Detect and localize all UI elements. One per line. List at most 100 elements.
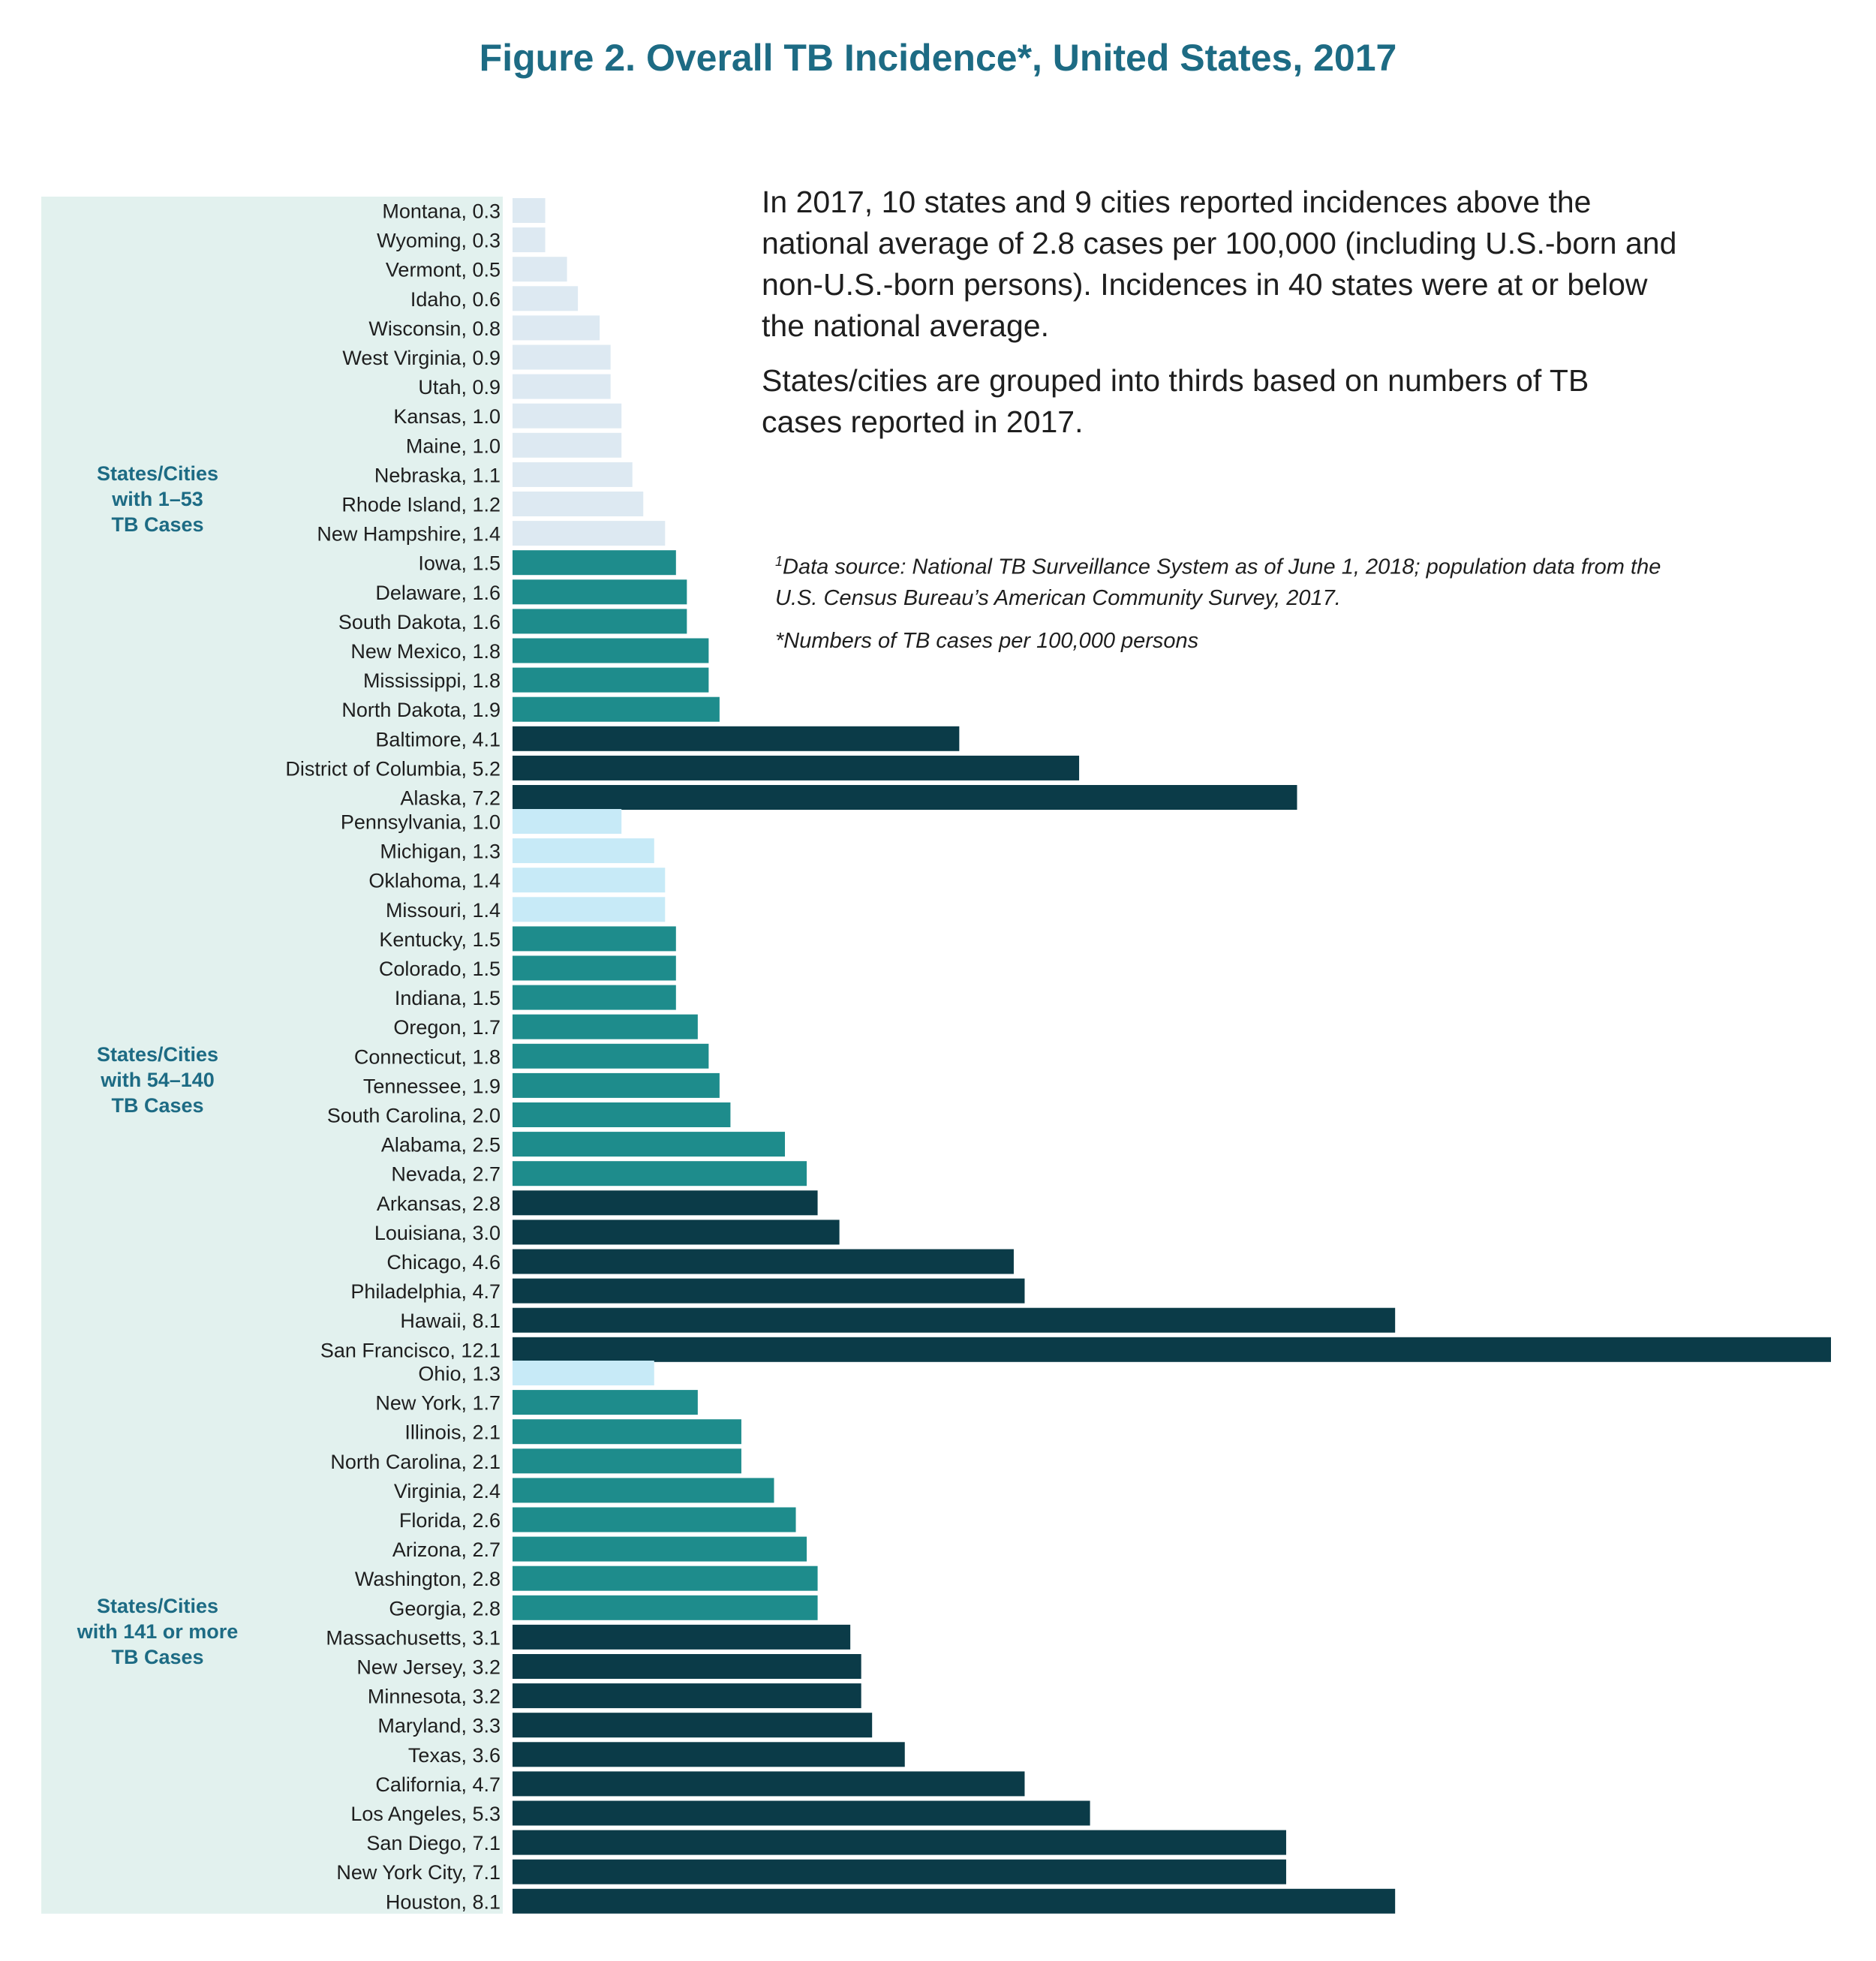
bar-label: Wyoming, 0.3 xyxy=(377,230,501,252)
bar-label: Vermont, 0.5 xyxy=(386,259,501,281)
bar-label: Mississippi, 1.8 xyxy=(363,669,501,692)
group-panel-3 xyxy=(41,1359,503,1914)
bar-label: District of Columbia, 5.2 xyxy=(285,757,501,780)
bar-label: Montana, 0.3 xyxy=(382,200,501,223)
bar-label: Kansas, 1.0 xyxy=(393,405,501,428)
bar-label: Louisiana, 3.0 xyxy=(374,1222,501,1244)
bar-label: New Jersey, 3.2 xyxy=(356,1656,501,1679)
bar xyxy=(513,579,687,605)
group-panel-1 xyxy=(41,197,503,811)
group-label-line: States/Cities xyxy=(96,1043,219,1066)
bar-label: Alaska, 7.2 xyxy=(400,787,501,810)
bar-label: Texas, 3.6 xyxy=(408,1744,501,1767)
bar-label: Washington, 2.8 xyxy=(355,1568,501,1590)
bar-label: Rhode Island, 1.2 xyxy=(341,494,501,516)
bar xyxy=(513,1536,807,1562)
bar xyxy=(513,1014,698,1039)
bar-label: Nebraska, 1.1 xyxy=(374,464,501,486)
bar-label: Iowa, 1.5 xyxy=(418,552,501,575)
group-label-line: with 54–140 xyxy=(101,1069,215,1091)
bar-label: Oregon, 1.7 xyxy=(393,1016,501,1039)
chart-notes: 1Data source: National TB Surveillance S… xyxy=(775,546,1706,669)
bar-label: South Dakota, 1.6 xyxy=(338,611,501,633)
bar-label: West Virginia, 0.9 xyxy=(342,347,501,369)
bar xyxy=(513,1507,796,1532)
bar xyxy=(513,403,622,429)
bar xyxy=(513,1337,1831,1362)
bar xyxy=(513,985,676,1010)
bar xyxy=(513,785,1297,810)
bar-label: San Diego, 7.1 xyxy=(366,1832,501,1854)
bar-label: Indiana, 1.5 xyxy=(395,987,501,1009)
bar-label: Colorado, 1.5 xyxy=(379,958,501,980)
bar-label: Utah, 0.9 xyxy=(418,376,501,399)
bar xyxy=(513,1072,720,1098)
bar-label: Hawaii, 8.1 xyxy=(400,1310,501,1332)
group-label-line: with 1–53 xyxy=(112,488,203,510)
bar xyxy=(513,1771,1025,1797)
bar-label: Alabama, 2.5 xyxy=(381,1134,501,1156)
bar-label: Houston, 8.1 xyxy=(386,1890,501,1913)
bar-label: New Mexico, 1.8 xyxy=(350,640,501,663)
bar xyxy=(513,1624,851,1650)
group-label-2: States/Cities with 54–140 TB Cases xyxy=(41,1042,274,1118)
bar xyxy=(513,868,666,893)
bar-label: New York City, 7.1 xyxy=(336,1861,501,1884)
bar xyxy=(513,609,687,634)
group-label-3: States/Cities with 141 or more TB Cases xyxy=(41,1593,274,1670)
bar-label: North Dakota, 1.9 xyxy=(341,699,501,721)
bar xyxy=(513,1102,731,1127)
bar xyxy=(513,227,546,253)
bar-label: Arkansas, 2.8 xyxy=(377,1193,501,1215)
group-label-line: TB Cases xyxy=(111,1094,204,1117)
bar xyxy=(513,286,579,311)
bar xyxy=(513,432,622,458)
bar-label: Philadelphia, 4.7 xyxy=(350,1280,501,1303)
bar xyxy=(513,1190,818,1216)
bar-label: Pennsylvania, 1.0 xyxy=(341,811,501,834)
bar xyxy=(513,809,622,834)
bar-label: Ohio, 1.3 xyxy=(418,1363,501,1385)
bar xyxy=(513,1565,818,1591)
bar-label: Chicago, 4.6 xyxy=(386,1251,501,1274)
summary-paragraph-1: In 2017, 10 states and 9 cities reported… xyxy=(762,185,1677,343)
bar-label: Georgia, 2.8 xyxy=(389,1597,501,1620)
group-label-line: TB Cases xyxy=(111,1646,204,1668)
bar xyxy=(513,1249,1014,1274)
bar xyxy=(513,955,676,981)
bar-label: Minnesota, 3.2 xyxy=(368,1686,501,1708)
bar xyxy=(513,521,666,546)
bar xyxy=(513,1800,1090,1826)
bar xyxy=(513,755,1080,780)
bar xyxy=(513,1859,1286,1884)
bar xyxy=(513,257,567,282)
bar xyxy=(513,1390,698,1415)
bar xyxy=(513,897,666,922)
bar xyxy=(513,726,960,751)
bar-label: Missouri, 1.4 xyxy=(386,899,501,922)
bar-label: Maryland, 3.3 xyxy=(377,1715,501,1737)
bar-label: North Carolina, 2.1 xyxy=(330,1451,501,1473)
bar-label: Kentucky, 1.5 xyxy=(379,928,501,951)
bar-label: California, 4.7 xyxy=(375,1773,501,1796)
group-panel-2 xyxy=(41,808,503,1362)
source-footnote-marker: 1 xyxy=(775,554,783,569)
bar xyxy=(513,1361,654,1385)
bar xyxy=(513,1043,709,1069)
bar-label: Baltimore, 4.1 xyxy=(375,728,501,750)
bar-label: Los Angeles, 5.3 xyxy=(350,1803,501,1825)
bar-label: Tennessee, 1.9 xyxy=(363,1075,501,1097)
bar xyxy=(513,1278,1025,1304)
bar xyxy=(513,1830,1286,1855)
bar-label: Connecticut, 1.8 xyxy=(354,1045,501,1068)
bar xyxy=(513,1419,741,1445)
bar-label: Oklahoma, 1.4 xyxy=(368,870,501,892)
bar xyxy=(513,1307,1396,1333)
bar xyxy=(513,1220,840,1245)
units-note: *Numbers of TB cases per 100,000 persons xyxy=(775,628,1199,653)
data-source-text: Data source: National TB Surveillance Sy… xyxy=(775,555,1661,610)
group-label-line: TB Cases xyxy=(111,513,204,536)
group-label-line: with 141 or more xyxy=(77,1620,239,1643)
bar-label: Idaho, 0.6 xyxy=(410,288,501,311)
